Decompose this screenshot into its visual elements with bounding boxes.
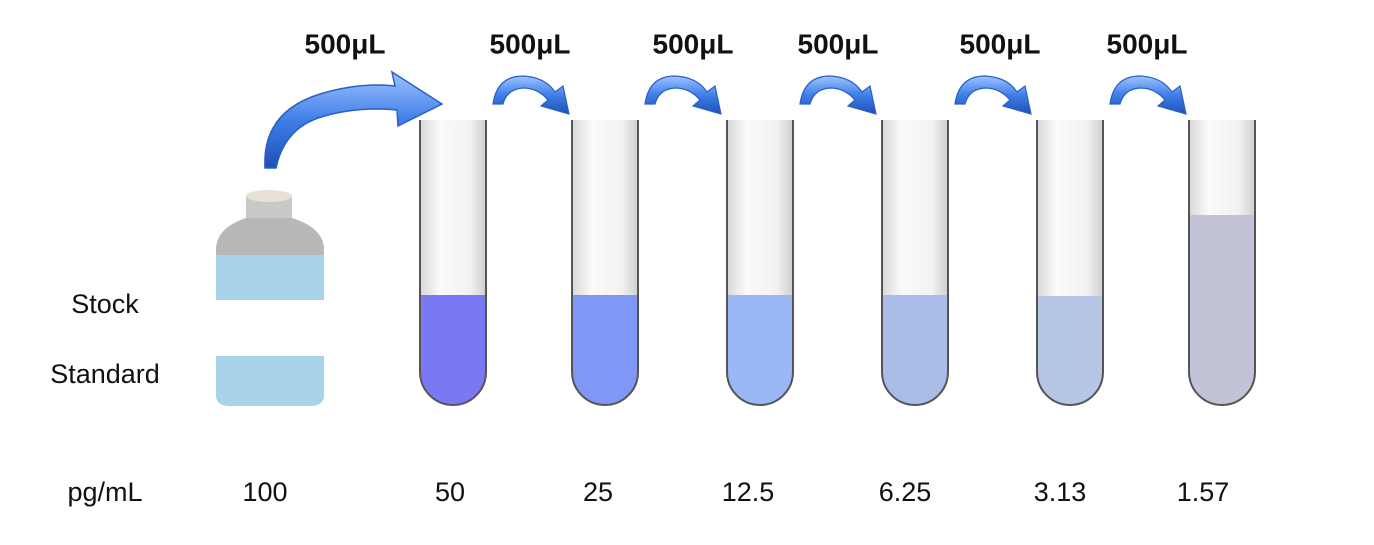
tubes (419, 120, 1256, 406)
tube-outline (1036, 120, 1104, 406)
unit-label: pg/mL (67, 477, 142, 507)
transfer-volume: 500μL (305, 28, 386, 59)
transfer-volume: 500μL (1107, 28, 1188, 59)
labels: 500μL 500μL 500μL 500μL 500μL 500μL Stock Stand… (50, 28, 1229, 507)
transfer-arrow (954, 75, 1032, 115)
arrows (492, 75, 1187, 115)
tube-liquid (882, 295, 948, 405)
transfer-arrow (644, 75, 722, 115)
tube-liquid (572, 295, 638, 405)
transfer-arrow (264, 70, 444, 169)
concentration: 50 (435, 477, 465, 507)
stock-bottle (216, 190, 324, 406)
stock-label: Standard (50, 359, 160, 389)
stock-label: Stock (71, 289, 139, 319)
transfer-arrow (1109, 75, 1187, 115)
concentration: 12.5 (722, 477, 775, 507)
concentration: 1.57 (1177, 477, 1230, 507)
tube-outline (726, 120, 794, 406)
concentration: 100 (242, 477, 287, 507)
tube-outline (571, 120, 639, 406)
tube-liquid (727, 295, 793, 405)
tube-liquid (1037, 296, 1103, 405)
tube-outline (881, 120, 949, 406)
tube-outline (1188, 120, 1256, 406)
transfer-volume: 500μL (653, 28, 734, 59)
tube-liquid (1189, 215, 1255, 405)
concentration: 6.25 (879, 477, 932, 507)
concentration: 3.13 (1034, 477, 1087, 507)
transfer-volume: 500μL (960, 28, 1041, 59)
concentration: 25 (583, 477, 613, 507)
transfer-volume: 500μL (798, 28, 879, 59)
transfer-volume: 500μL (490, 28, 571, 59)
tube-outline (419, 120, 487, 406)
transfer-arrow (492, 75, 570, 115)
tube-liquid (420, 295, 486, 405)
transfer-arrow (799, 75, 877, 115)
